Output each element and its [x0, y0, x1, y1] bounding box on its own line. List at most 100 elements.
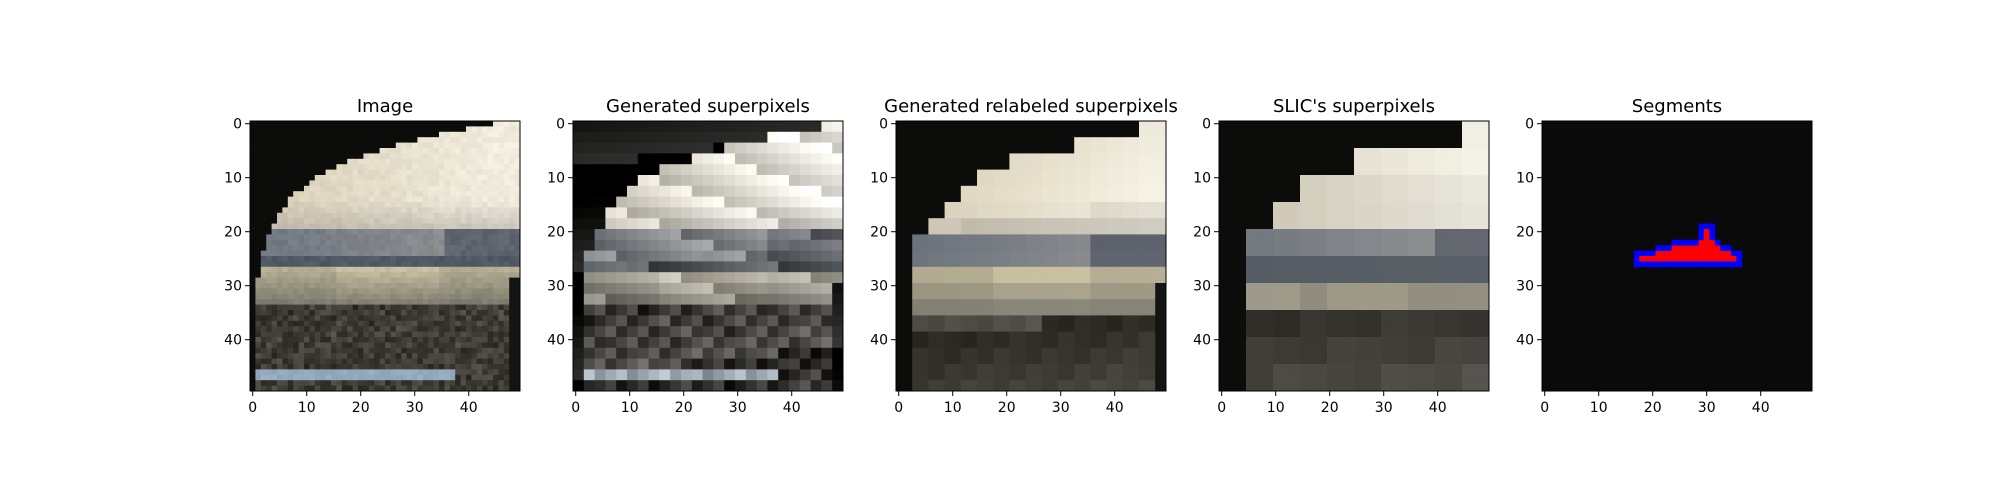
pixel: [805, 180, 811, 187]
pixel: [449, 277, 456, 284]
pixel: [794, 369, 801, 376]
pixel: [816, 239, 822, 246]
pixel: [471, 304, 478, 311]
pixel: [681, 169, 687, 176]
pixel: [266, 288, 272, 295]
pixel: [314, 293, 321, 300]
pixel: [379, 196, 386, 203]
pixel: [691, 331, 698, 338]
pixel: [805, 148, 811, 154]
pixel: [697, 185, 703, 192]
pixel: [810, 347, 817, 354]
pixel: [271, 185, 278, 192]
pixel: [347, 342, 353, 349]
pixel: [821, 293, 828, 300]
pixel: [482, 337, 488, 343]
pixel: [428, 353, 434, 359]
pixel: [395, 272, 402, 278]
pixel: [664, 256, 671, 262]
pixel: [482, 196, 488, 203]
pixel: [632, 347, 639, 354]
pixel: [735, 320, 741, 327]
pixel: [250, 337, 256, 343]
pixel: [767, 364, 774, 370]
pixel: [573, 175, 579, 181]
pixel: [304, 347, 310, 354]
pixel: [605, 250, 612, 257]
pixel: [352, 385, 359, 391]
pixel: [341, 326, 348, 332]
pixel: [789, 218, 795, 224]
pixel: [583, 315, 590, 322]
pixel: [708, 256, 714, 262]
pixel: [498, 142, 505, 149]
pixel: [600, 266, 606, 273]
pixel: [271, 158, 278, 165]
pixel: [762, 202, 768, 208]
pixel: [277, 218, 283, 224]
pixel: [756, 175, 763, 181]
pixel: [681, 229, 687, 235]
pixel: [401, 180, 407, 187]
pixel: [341, 304, 348, 311]
pixel: [805, 245, 811, 251]
pixel: [616, 158, 622, 165]
pixel: [250, 218, 256, 224]
pixel: [336, 310, 343, 316]
pixel: [401, 223, 407, 230]
pixel: [616, 347, 622, 354]
pixel: [600, 180, 606, 187]
pixel: [600, 353, 606, 359]
pixel: [417, 320, 424, 327]
pixel: [428, 299, 434, 305]
pixel: [471, 266, 478, 273]
pixel: [390, 158, 397, 165]
pixel: [509, 121, 515, 127]
pixel: [627, 175, 633, 181]
pixel: [670, 121, 676, 127]
pixel: [493, 342, 499, 349]
pixel: [789, 369, 795, 376]
pixel: [583, 342, 590, 349]
pixel: [325, 266, 332, 273]
pixel: [325, 283, 332, 289]
pixel: [514, 202, 520, 208]
pixel: [745, 131, 752, 138]
pixel: [605, 202, 612, 208]
pixel: [708, 369, 714, 376]
pixel: [395, 337, 402, 343]
pixel: [401, 175, 407, 181]
pixel: [664, 245, 671, 251]
pixel: [298, 126, 305, 133]
pixel: [325, 153, 332, 160]
pixel: [503, 234, 510, 241]
pixel: [347, 202, 353, 208]
pixel: [282, 261, 289, 268]
pixel: [412, 196, 418, 203]
pixel: [466, 142, 472, 149]
pixel: [799, 234, 806, 241]
pixel: [298, 272, 305, 278]
pixel: [762, 191, 768, 197]
pixel: [583, 164, 590, 170]
pixel: [675, 369, 682, 376]
pixel: [810, 196, 817, 203]
pixel: [772, 142, 779, 149]
pixel: [287, 191, 294, 197]
pixel: [498, 364, 505, 370]
pixel: [616, 223, 622, 230]
pixel: [282, 153, 289, 160]
pixel: [745, 202, 752, 208]
pixel: [514, 266, 520, 273]
pixel: [422, 250, 429, 257]
pixel: [309, 266, 316, 273]
pixel: [789, 185, 795, 192]
pixel: [514, 385, 520, 391]
pixel: [729, 239, 736, 246]
pixel: [331, 326, 337, 332]
pixel: [729, 207, 736, 214]
pixel: [368, 191, 375, 197]
pixel: [422, 158, 429, 165]
y-tick-label: 20: [224, 225, 242, 241]
pixel: [708, 185, 714, 192]
